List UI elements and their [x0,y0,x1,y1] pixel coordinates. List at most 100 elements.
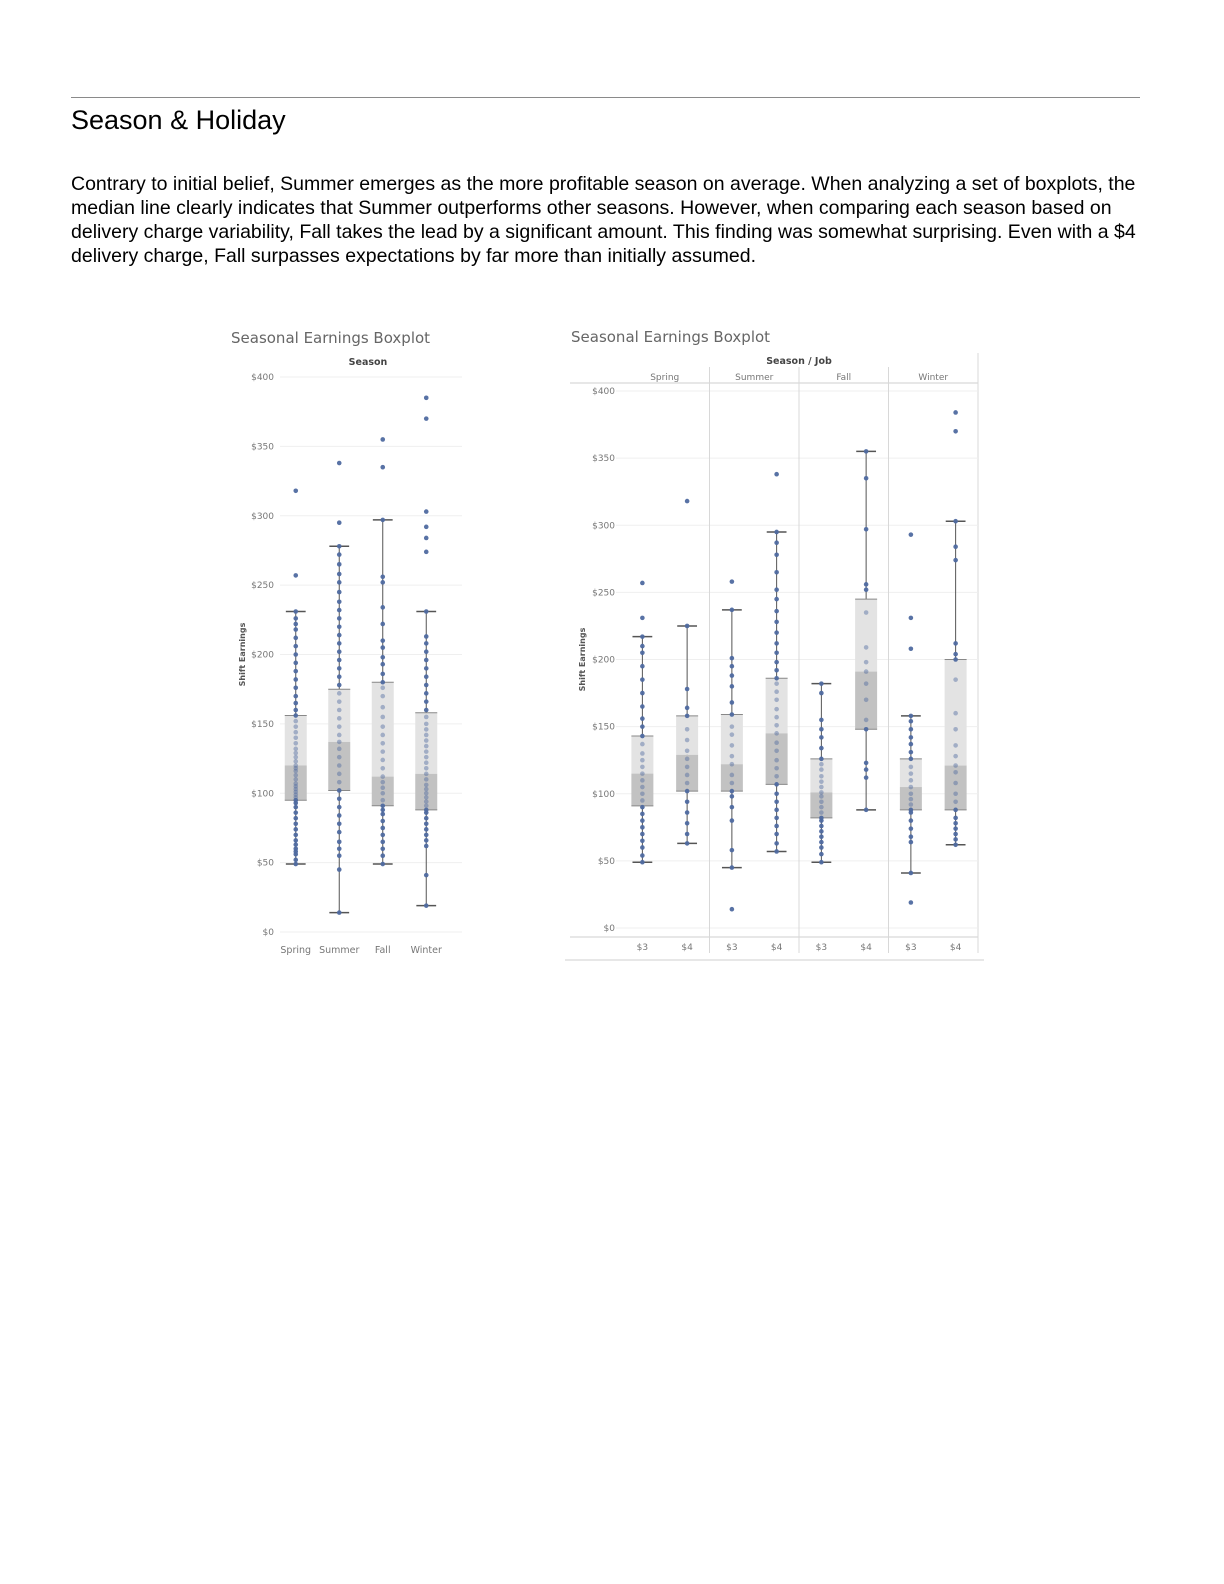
box-winter-0-point [908,749,914,755]
box-summer-point [336,739,342,745]
box-fall-0-point [819,756,824,762]
box-winter-0-point [908,756,914,762]
box-spring-0-point [640,643,645,649]
box-summer-point [336,520,342,525]
box-fall-point [380,638,386,643]
box-fall-0-point [819,859,824,865]
box-fall-1-point [863,760,869,766]
box-winter-1-point [953,831,958,837]
box-summer-0-point [729,794,735,799]
box-winter-1-point [953,753,958,759]
box-fall-point [380,704,386,710]
box-summer-point [336,657,342,663]
box-summer-0-point [729,724,735,729]
box-summer-1-box-lower [765,733,788,785]
box-summer-0-point [729,761,735,767]
box-summer-point [336,666,342,671]
box-spring-1-point [684,799,690,805]
box-summer-0-point [729,684,735,689]
box-fall-1-point [863,582,869,587]
box-spring-point [293,729,299,735]
box-winter-point [423,771,429,777]
y-tick-label: $200 [592,656,615,666]
box-spring-0-point [640,853,645,858]
box-summer-point [336,649,342,655]
box-summer-1-point [774,608,779,614]
box-winter-1-point [953,710,958,716]
box-fall-point [380,839,386,845]
box-winter-point [423,765,429,771]
box-winter-1-point [953,842,958,848]
box-spring-0-point [640,634,645,639]
box-spring-point [293,668,299,674]
box-summer-point [336,746,342,752]
box-spring-point [293,789,299,795]
box-fall-point [380,803,386,809]
box-fall-box-upper [371,682,394,777]
box-fall-0-point [819,815,824,821]
box-summer-0-point [729,788,735,794]
box-fall-point [380,654,386,660]
box-fall-1-box-upper [855,599,878,672]
box-winter-point [423,821,429,827]
box-fall-1-point [863,449,869,454]
box-winter-point [423,674,429,679]
y-tick-label: $300 [592,521,615,531]
box-summer-1-box-upper [765,678,788,734]
box-fall-1-point [863,526,869,532]
x-tick-label: Fall [375,945,391,956]
box-spring-0-point [640,859,645,865]
x-tick-label: Winter [411,945,442,956]
box-summer-point [336,910,342,915]
box-winter-point [423,634,429,639]
box-fall-1-point [863,717,869,723]
box-winter-point [423,641,429,646]
box-summer-box-upper [328,689,351,742]
box-winter-0-point [908,826,914,831]
box-summer-1-point [774,706,779,712]
box-fall-point [380,724,386,729]
box-winter-1-point [953,641,958,646]
box-winter-point [423,714,429,720]
box-fall-1-point [863,681,869,686]
box-spring-point [293,832,299,838]
box-fall-0-point [819,804,824,810]
x-tick-label: Summer [319,945,359,956]
x-tick-label: $3 [637,943,648,953]
box-summer-point [336,853,342,858]
box-winter-1-point [953,677,958,682]
box-summer-1-point [774,773,779,779]
box-winter-point [423,795,429,800]
box-summer-point [336,867,342,872]
box-summer-0-point [729,579,735,584]
box-winter-point [423,903,429,908]
box-summer-1-point [774,659,779,665]
box-spring-0-point [640,784,645,790]
y-tick-label: $150 [251,720,274,730]
box-winter-box-lower [415,773,438,810]
box-winter-0-point [908,615,914,621]
box-spring-1-point [684,498,690,504]
box-winter-1-box-lower [944,765,967,810]
box-spring-0-point [640,724,645,729]
box-fall-0-point [819,767,824,772]
section-divider [71,97,1140,98]
box-spring-point [293,861,299,867]
box-winter-1-point [953,428,958,434]
box-summer-1-point [774,675,779,681]
box-summer-point [336,674,342,679]
box-summer-0-point [729,780,735,786]
box-winter-0-point [908,818,914,823]
box-spring-point [293,815,299,821]
y-axis-label: Shift Earnings [578,627,587,691]
box-fall-0-point [819,794,824,799]
box-summer-1-point [774,587,779,592]
box-summer-point [336,607,342,613]
box-summer-point [336,589,342,595]
box-summer-point [336,821,342,827]
boxplot-by-season-and-job: Seasonal Earnings Boxplot Season / Job Shi… [565,328,984,961]
box-spring-0-point [640,818,645,823]
box-spring-point [293,781,299,786]
column-header: Season / Job [766,356,832,367]
panel-label: Summer [735,373,773,383]
